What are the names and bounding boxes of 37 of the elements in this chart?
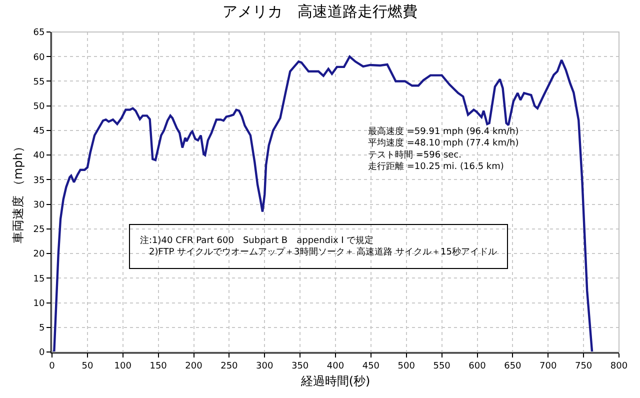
y-axis-title: 車両速度 （mph）: [10, 140, 25, 244]
line-series: [52, 56, 594, 352]
y-tick-label: 45: [33, 126, 45, 137]
x-tick-label: 550: [433, 361, 451, 372]
x-tick-label: 300: [256, 361, 274, 372]
x-tick-label: 750: [574, 361, 592, 372]
y-tick-label: 20: [33, 250, 45, 260]
y-tick-label: 30: [33, 200, 45, 210]
y-tick-label: 65: [33, 28, 45, 38]
y-tick-label: 50: [33, 102, 45, 112]
x-tick-label: 700: [540, 361, 557, 372]
y-tick-label: 25: [33, 225, 45, 236]
x-tick-label: 0: [49, 361, 56, 372]
x-tick-label: 250: [220, 361, 238, 372]
chart-title: アメリカ 高速道路走行燃費: [222, 2, 418, 20]
y-tick-label: 10: [33, 298, 45, 309]
y-tick-label: 35: [33, 176, 45, 186]
y-tick-label: 15: [33, 274, 45, 284]
x-tick-label: 450: [362, 361, 380, 372]
y-tick-label: 5: [38, 324, 45, 334]
annotation: 注:1)40 CFR Part 600 Subpart B appendix I で規定 2)FTP サイクルでウオームアップ＋3時間ソーク＋ 高速道路 サイクル＋15秒アイドル: [140, 235, 497, 258]
x-tick-label: 200: [185, 361, 203, 372]
x-tick-label: 500: [398, 361, 416, 372]
y-tick-label: 55: [33, 77, 45, 88]
y-tick-label: 60: [33, 52, 45, 63]
annotation: 最高速度 =59.91 mph (96.4 km/h) 平均速度 =48.10 mph (77.4 km/h) テスト時間 =596 sec. 走行距離 =10.25 mi. (16.5 km): [368, 126, 519, 172]
x-tick-label: 150: [150, 361, 168, 372]
x-tick-label: 350: [291, 361, 309, 372]
x-tick-label: 650: [504, 361, 522, 372]
x-axis-title: 経過時間(秒): [300, 374, 370, 388]
x-tick-label: 400: [326, 361, 344, 372]
y-tick-label: 0: [38, 348, 45, 358]
x-tick-label: 800: [610, 361, 628, 372]
x-tick-label: 100: [114, 361, 132, 372]
y-tick-label: 40: [33, 151, 45, 162]
x-tick-label: 50: [82, 361, 94, 372]
x-tick-label: 600: [468, 361, 486, 372]
